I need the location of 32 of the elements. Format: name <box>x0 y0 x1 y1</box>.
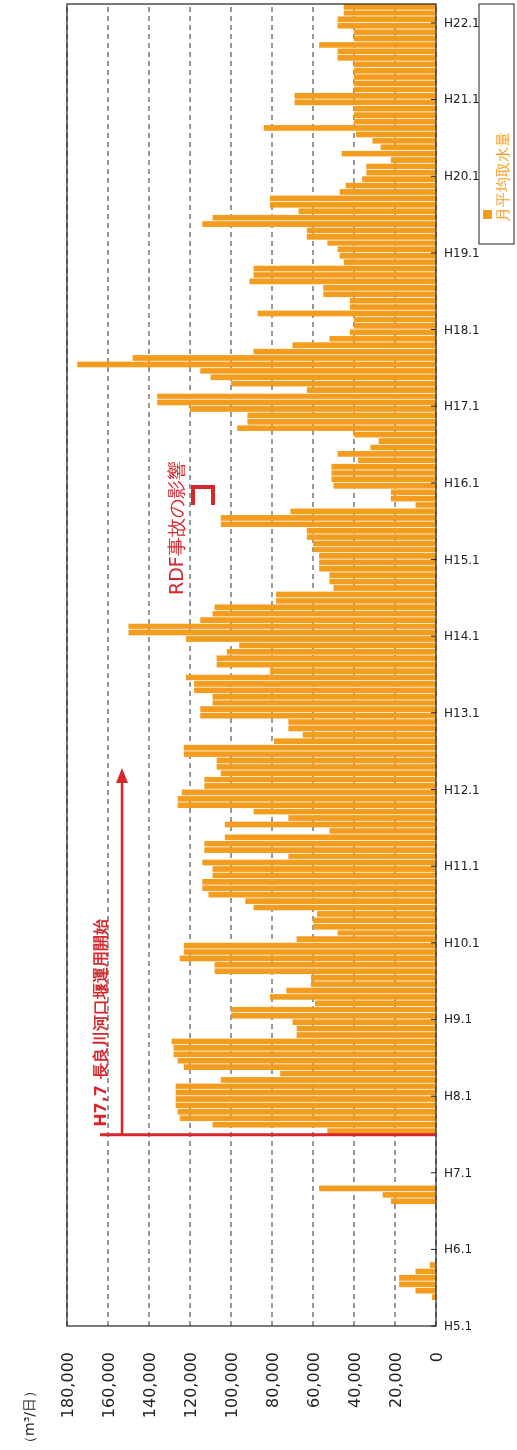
y-tick-label: H10.1 <box>444 935 480 950</box>
y-tick-label: H11.1 <box>444 859 480 874</box>
y-tick-label: H9.1 <box>444 1012 473 1027</box>
y-tick-label: H17.1 <box>444 399 480 414</box>
x-tick-label: 60,000 <box>303 1352 323 1408</box>
y-tick-label: H5.1 <box>444 1319 473 1333</box>
y-tick-label: H12.1 <box>444 782 480 797</box>
y-tick-label: H14.1 <box>444 629 480 644</box>
y-tick-label: H20.1 <box>444 169 480 184</box>
x-tick-label: 80,000 <box>262 1352 282 1408</box>
ref-line-label: H7,7 長良川河口堰運用開始 <box>91 918 110 1127</box>
x-tick-label: 160,000 <box>98 1352 118 1419</box>
x-tick-label: 40,000 <box>344 1352 364 1408</box>
y-tick-label: H16.1 <box>444 475 480 490</box>
y-tick-label: H22.1 <box>444 15 480 30</box>
x-tick-label: 120,000 <box>180 1352 200 1419</box>
y-tick-label: H8.1 <box>444 1089 473 1104</box>
y-tick-label: H18.1 <box>444 322 480 337</box>
x-tick-label: 100,000 <box>221 1352 241 1419</box>
x-tick-label: 180,000 <box>57 1352 77 1419</box>
y-tick-label: H15.1 <box>444 552 480 567</box>
y-tick-label: H13.1 <box>444 705 480 720</box>
x-tick-label: 20,000 <box>385 1352 405 1408</box>
y-tick-label: H6.1 <box>444 1242 473 1257</box>
x-tick-label: 0 <box>426 1352 446 1363</box>
y-tick-label: H7.1 <box>444 1165 473 1180</box>
y-tick-label: H19.1 <box>444 245 480 260</box>
y-tick-label: H21.1 <box>444 92 480 107</box>
text: 月平均取水量 <box>494 132 512 222</box>
x-tick-label: 140,000 <box>139 1352 159 1419</box>
text: （m³/日） <box>21 1384 37 1450</box>
annotation: RDF事故の影響 <box>165 461 187 595</box>
